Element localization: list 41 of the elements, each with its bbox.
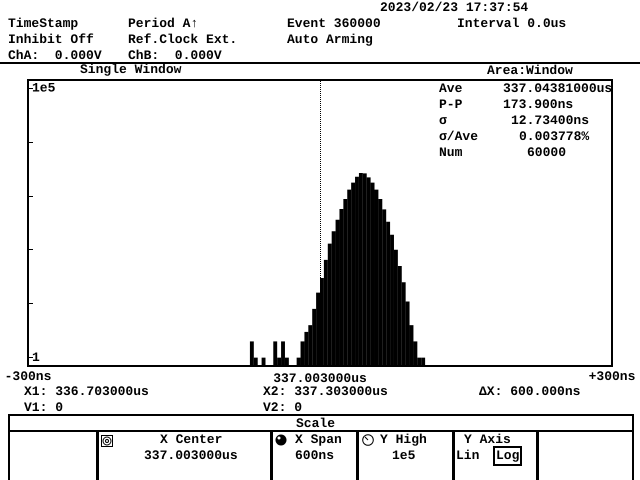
annotation: 173.900ns [503,97,574,113]
text: Scale [296,416,336,432]
annotation: Num [439,145,462,161]
text: X2: 337.303000us [263,384,388,400]
text: X Span [295,432,342,448]
text: Area:Window [487,63,573,79]
annotation: P-P [439,97,462,113]
x-tick-label: -300ns [4,369,52,384]
y-tick-label: 1 [32,350,40,366]
text: TimeStamp [8,16,78,32]
text: Ref.Clock Ext. [128,32,238,48]
text: Auto Arming [287,32,373,48]
text: V2: 0 [263,400,302,416]
text: 1e5 [392,448,416,464]
text: Lin [456,448,480,464]
text: 600ns [295,448,334,464]
text: Y Axis [464,432,511,448]
annotation: 60000 [527,145,566,161]
annotation: 12.73400ns [511,113,590,129]
text: 2023/02/23 17:37:54 [380,0,528,16]
text: V1: 0 [24,400,64,416]
chart-title: Single Window [80,62,182,77]
x-tick-label: +300ns [588,369,636,384]
annotation: σ/Ave [439,129,478,145]
annotation: σ [439,113,447,129]
text: Period A↑ [128,16,198,32]
text: X1: 336.703000us [24,384,149,400]
text: ChB: 0.000V [128,48,222,64]
text: ΔX: 600.000ns [479,384,580,400]
text: 337.003000us [144,448,238,464]
text: ChA: 0.000V [8,48,102,64]
annotation: Ave [439,81,462,97]
text: Interval 0.0us [457,16,566,32]
text: X Center [160,432,222,448]
text: Event 360000 [287,16,381,32]
text: Inhibit Off [8,32,94,48]
annotation: 0.003778% [519,129,590,145]
annotation: 337.04381000us [503,81,612,97]
text: Y High [380,432,427,448]
text: Log [493,446,522,466]
ref-line-label: 337.003000us [273,371,367,386]
